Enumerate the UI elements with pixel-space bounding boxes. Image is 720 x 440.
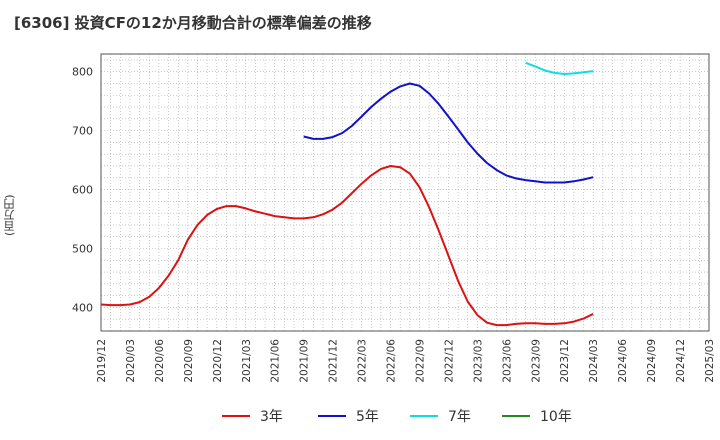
legend-item: 10年 — [502, 404, 572, 428]
x-tick-label: 2022/09 — [414, 339, 426, 383]
series-line-5年 — [303, 82, 594, 184]
legend-swatch — [502, 415, 530, 417]
legend-label: 7年 — [448, 409, 471, 425]
x-tick-label: 2023/12 — [559, 339, 571, 383]
series-lines — [100, 61, 594, 327]
x-tick-label: 2021/03 — [241, 339, 253, 383]
legend-swatch — [410, 415, 438, 417]
x-tick-labels: 2019/12 2020/03 2020/06 2020/09 2020/12 2021/… — [96, 339, 716, 383]
legend-item: 5年 — [318, 404, 379, 428]
legend-label: 5年 — [356, 409, 379, 425]
legend: 3年 5年 7年 10年 — [0, 404, 720, 428]
y-tick-label: 700 — [72, 125, 93, 138]
x-tick-label: 2020/12 — [212, 339, 224, 383]
series-line-3年 — [100, 165, 594, 327]
x-tick-label: 2024/12 — [675, 339, 687, 383]
legend-label: 3年 — [260, 409, 283, 425]
grid-lines — [100, 54, 710, 332]
x-tick-label: 2021/12 — [328, 339, 340, 383]
plot-frame — [100, 53, 710, 332]
y-tick-label: 800 — [72, 66, 93, 79]
chart-title: [6306] 投資CFの12か月移動合計の標準偏差の推移 — [14, 14, 372, 32]
x-tick-label: 2019/12 — [96, 339, 108, 383]
x-tick-label: 2021/06 — [270, 339, 282, 383]
x-tick-label: 2023/06 — [501, 339, 513, 383]
x-tick-label: 2025/03 — [704, 339, 716, 383]
legend-item: 3年 — [222, 404, 283, 428]
x-tick-label: 2020/09 — [183, 339, 195, 383]
y-tick-label: 500 — [72, 242, 93, 255]
x-tick-label: 2022/06 — [386, 339, 398, 383]
x-tick-label: 2022/03 — [357, 339, 369, 383]
x-tick-label: 2023/09 — [530, 339, 542, 383]
legend-swatch — [318, 415, 346, 417]
x-tick-label: 2024/09 — [646, 339, 658, 383]
x-tick-label: 2021/09 — [299, 339, 311, 383]
legend-item: 7年 — [410, 404, 471, 428]
y-tick-labels: 400 500 600 700 800 — [72, 66, 93, 315]
x-tick-label: 2020/06 — [154, 339, 166, 383]
x-tick-label: 2023/03 — [472, 339, 484, 383]
legend-label: 10年 — [540, 409, 572, 425]
x-tick-label: 2024/06 — [617, 339, 629, 383]
y-tick-label: 400 — [72, 301, 93, 314]
legend-swatch — [222, 415, 250, 417]
x-tick-label: 2024/03 — [588, 339, 600, 383]
x-tick-label: 2022/12 — [443, 339, 455, 383]
x-tick-label: 2020/03 — [125, 339, 137, 383]
series-line-7年 — [525, 61, 594, 75]
y-tick-label: 600 — [72, 184, 93, 197]
